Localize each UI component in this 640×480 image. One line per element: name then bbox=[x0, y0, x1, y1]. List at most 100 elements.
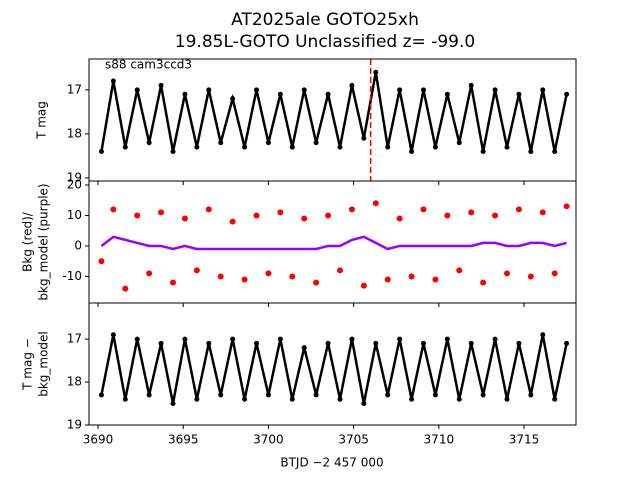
data-point bbox=[193, 267, 200, 274]
data-point bbox=[564, 91, 570, 97]
data-point bbox=[408, 273, 415, 280]
plot-area bbox=[98, 200, 570, 292]
data-point bbox=[313, 279, 320, 286]
data-point bbox=[242, 396, 248, 402]
data-point bbox=[170, 148, 176, 154]
data-point bbox=[110, 206, 117, 213]
data-point bbox=[98, 148, 104, 154]
y-axis-label: T mag − bbox=[21, 338, 35, 391]
data-point bbox=[194, 396, 200, 402]
data-point bbox=[206, 87, 212, 93]
data-point bbox=[110, 78, 116, 84]
axes-frame bbox=[88, 58, 577, 182]
data-point bbox=[456, 396, 462, 402]
data-point bbox=[134, 87, 140, 93]
data-point bbox=[372, 200, 379, 207]
data-point bbox=[539, 209, 546, 216]
data-point bbox=[373, 69, 379, 75]
y-axis-label: bkg_model bbox=[37, 331, 51, 397]
x-tick-label: 3700 bbox=[253, 433, 284, 447]
y-tick-label: 19 bbox=[67, 170, 82, 184]
data-point bbox=[468, 82, 474, 88]
data-point bbox=[181, 215, 188, 222]
data-point bbox=[98, 258, 105, 265]
data-point bbox=[563, 203, 570, 210]
data-point bbox=[254, 87, 260, 93]
data-point bbox=[313, 140, 319, 146]
title-line: 19.85L-GOTO Unclassified z= -99.0 bbox=[175, 32, 475, 52]
data-point bbox=[265, 140, 271, 146]
data-point bbox=[253, 212, 260, 219]
y-tick-label: 19 bbox=[67, 418, 82, 432]
data-line bbox=[100, 235, 567, 251]
data-point bbox=[396, 215, 403, 222]
data-point bbox=[444, 91, 450, 97]
data-point bbox=[480, 279, 487, 286]
y-tick-label: 17 bbox=[67, 82, 82, 96]
data-point bbox=[146, 270, 153, 277]
data-point bbox=[492, 212, 499, 219]
data-point bbox=[277, 91, 283, 97]
data-point bbox=[552, 396, 558, 402]
data-point bbox=[229, 218, 236, 225]
data-point bbox=[337, 144, 343, 150]
y-axis-label: T mag bbox=[35, 101, 49, 140]
plot-area bbox=[98, 69, 570, 154]
data-point bbox=[122, 396, 128, 402]
data-point bbox=[528, 392, 534, 398]
data-point bbox=[480, 392, 486, 398]
data-point bbox=[468, 209, 475, 216]
y-tick-label: -10 bbox=[62, 269, 82, 283]
data-point bbox=[336, 267, 343, 274]
data-point bbox=[503, 270, 510, 277]
data-point bbox=[218, 392, 224, 398]
x-tick-label: 3690 bbox=[83, 433, 114, 447]
data-point bbox=[134, 212, 141, 219]
data-point bbox=[158, 209, 165, 216]
data-point bbox=[385, 392, 391, 398]
data-line bbox=[100, 334, 568, 404]
data-point bbox=[146, 140, 152, 146]
data-point bbox=[241, 276, 248, 283]
data-point bbox=[420, 340, 426, 346]
data-point bbox=[552, 148, 558, 154]
data-point bbox=[146, 392, 152, 398]
plot-area bbox=[98, 332, 570, 407]
data-point bbox=[277, 336, 283, 342]
data-point bbox=[456, 140, 462, 146]
data-point bbox=[313, 392, 319, 398]
data-point bbox=[205, 206, 212, 213]
y-tick-label: 18 bbox=[67, 126, 82, 140]
data-point bbox=[385, 144, 391, 150]
data-point bbox=[515, 206, 522, 213]
data-point bbox=[325, 212, 332, 219]
data-point bbox=[158, 82, 164, 88]
y-tick-label: 18 bbox=[67, 375, 82, 389]
data-point bbox=[242, 144, 248, 150]
data-point bbox=[265, 270, 272, 277]
data-point bbox=[254, 340, 260, 346]
x-axis-label: BTJD −2 457 000 bbox=[280, 456, 383, 470]
data-point bbox=[456, 267, 463, 274]
data-point bbox=[409, 148, 415, 154]
data-point bbox=[337, 396, 343, 402]
data-point bbox=[516, 340, 522, 346]
x-tick-label: 3710 bbox=[424, 433, 455, 447]
data-point bbox=[360, 282, 367, 289]
data-point bbox=[301, 345, 307, 351]
y-axis-label: Bkg (red)/ bbox=[21, 211, 35, 272]
data-line bbox=[100, 71, 568, 152]
data-point bbox=[122, 144, 128, 150]
data-point bbox=[158, 340, 164, 346]
data-point bbox=[349, 336, 355, 342]
data-point bbox=[110, 332, 116, 338]
y-tick-label: 0 bbox=[74, 238, 82, 252]
data-point bbox=[134, 336, 140, 342]
data-point bbox=[325, 91, 331, 97]
data-point bbox=[564, 340, 570, 346]
data-point bbox=[540, 332, 546, 338]
data-point bbox=[230, 336, 236, 342]
data-point bbox=[301, 215, 308, 222]
data-point bbox=[409, 396, 415, 402]
